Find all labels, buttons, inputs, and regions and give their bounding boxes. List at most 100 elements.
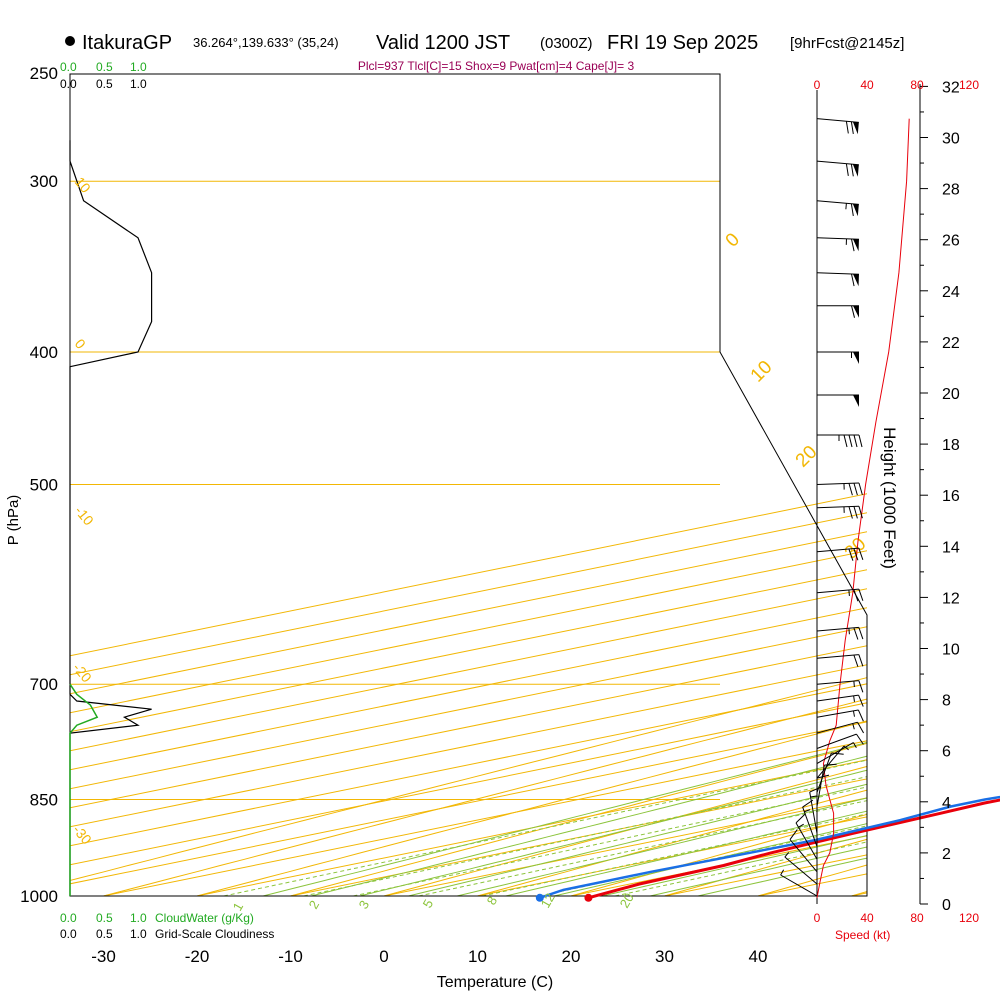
wind-barb-full [858,654,864,667]
isotherm-line [287,778,867,896]
wind-barb [817,351,859,365]
wind-barb [816,237,859,252]
wind-barb [816,694,864,707]
wind-barb-half [780,869,785,876]
temperature-tick-label: 30 [655,947,674,966]
wind-barb-half [810,795,817,798]
wind-barb-full [853,434,858,448]
wind-barb-full [850,164,854,177]
wind-barb-full [858,588,864,601]
wind-barb [816,626,864,640]
station-dot [65,36,75,46]
dry-adiabat [101,698,867,896]
height-tick-label: 18 [942,437,960,454]
isotherm-line [70,702,867,866]
isotherm-line [100,740,867,896]
pressure-tick-label: 400 [30,343,58,362]
temperature-tick-label: -30 [91,947,116,966]
dry-adiabat-label: -20 [70,660,95,686]
wind-barb-full [858,482,863,496]
mixing-ratio-label: 3 [356,898,373,912]
wind-barb-staff [816,588,859,594]
wind-barb-flag [852,239,859,252]
wind-barb-full [853,483,858,496]
wind-barb-full [850,203,854,216]
wind-barb [816,745,849,779]
isotherm-line [70,626,867,790]
wind-barb [816,505,863,519]
isotherm-line [70,683,867,847]
wind-barb-full [856,733,864,745]
dry-adiabat [849,890,867,896]
wind-speed-profile [816,118,910,898]
wind-barb-full [858,680,864,693]
dry-adiabat [195,720,867,896]
wind-barb-flag [852,273,859,287]
dry-adiabat [70,677,867,882]
moist-adiabat [600,834,867,896]
isotherm-label: 0 [722,229,744,251]
dry-adiabat [846,49,1000,925]
dewpoint-profile [539,795,1000,899]
wind-barb [816,482,863,496]
wind-barb-full [851,305,855,318]
wind-barb-staff [795,822,818,860]
bottom-cloudiness-scale: 0.0 [60,927,77,941]
axes: 1235812200102030100-10-20-30250300400500… [20,60,960,966]
wind-barb-staff [816,680,859,685]
moist-adiabat [551,823,867,896]
wind-barb-half [843,745,849,751]
wind-barb-full [850,238,855,252]
wind-barb-full [843,434,848,448]
mixing-ratio-line [303,776,867,896]
wind-barb [784,852,818,885]
wind-barb [816,160,859,177]
wind-barb-full [795,813,806,824]
wind-barb-staff [816,118,859,123]
dry-adiabat [941,49,1000,925]
wind-barb-half [852,723,855,730]
valid-utc: (0300Z) [540,35,593,52]
wind-barb-staff [816,709,859,718]
station-name: ItakuraGP [82,32,172,54]
wind-barb [816,721,865,734]
mixing-ratio-label: 2 [306,898,323,912]
axis-titles: P (hPa) Temperature (C) Height (1000 Fee… [5,427,899,991]
wind-barb-full [848,506,853,519]
height-tick-label: 8 [942,693,951,710]
wind-barb-full [853,627,859,640]
dry-adiabat [475,789,867,896]
temperature-profile [588,798,1000,900]
speed-tick-top: 120 [959,78,979,92]
surface-dewpoint-marker [535,893,544,902]
pressure-tick-label: 850 [30,791,58,810]
pressure-tick-label: 250 [30,64,58,83]
isotherm-line [755,873,867,896]
wind-barb-flag [853,394,859,407]
isotherm-line [70,645,867,809]
header: ItakuraGP 36.264°,139.633° (35,24) Valid… [65,32,904,73]
pressure-tick-label: 300 [30,172,58,191]
station-coords: 36.264°,139.633° (35,24) [193,35,339,50]
wind-barb-staff [816,742,854,764]
wind-barb-half [853,695,855,702]
height-tick-label: 32 [942,79,960,96]
bottom-cloudwater-scale: 0.0 [60,911,77,925]
wind-barb-staff [809,792,818,834]
bottom-cloudwater-scale: 0.5 [96,911,113,925]
sounding-curves [69,140,1000,902]
wind-barb [816,200,859,217]
cloudiness-label: Grid-Scale Cloudiness [155,927,274,941]
top-cloudwater-scale: 0.0 [60,60,77,74]
wind-barb-staff [816,160,859,166]
wind-barb [816,733,864,749]
wind-barb-full [858,627,864,640]
wind-barb-full [850,273,855,287]
forecast-info: [9hrFcst@2145z] [790,35,904,52]
temperature-tick-label: 0 [379,947,388,966]
pressure-tick-label: 500 [30,475,58,494]
valid-date: FRI 19 Sep 2025 [607,32,758,54]
isotherm-label: 10 [747,357,777,387]
cloudwater-profile [69,683,99,896]
top-cloudiness-scale: 0.5 [96,77,113,91]
